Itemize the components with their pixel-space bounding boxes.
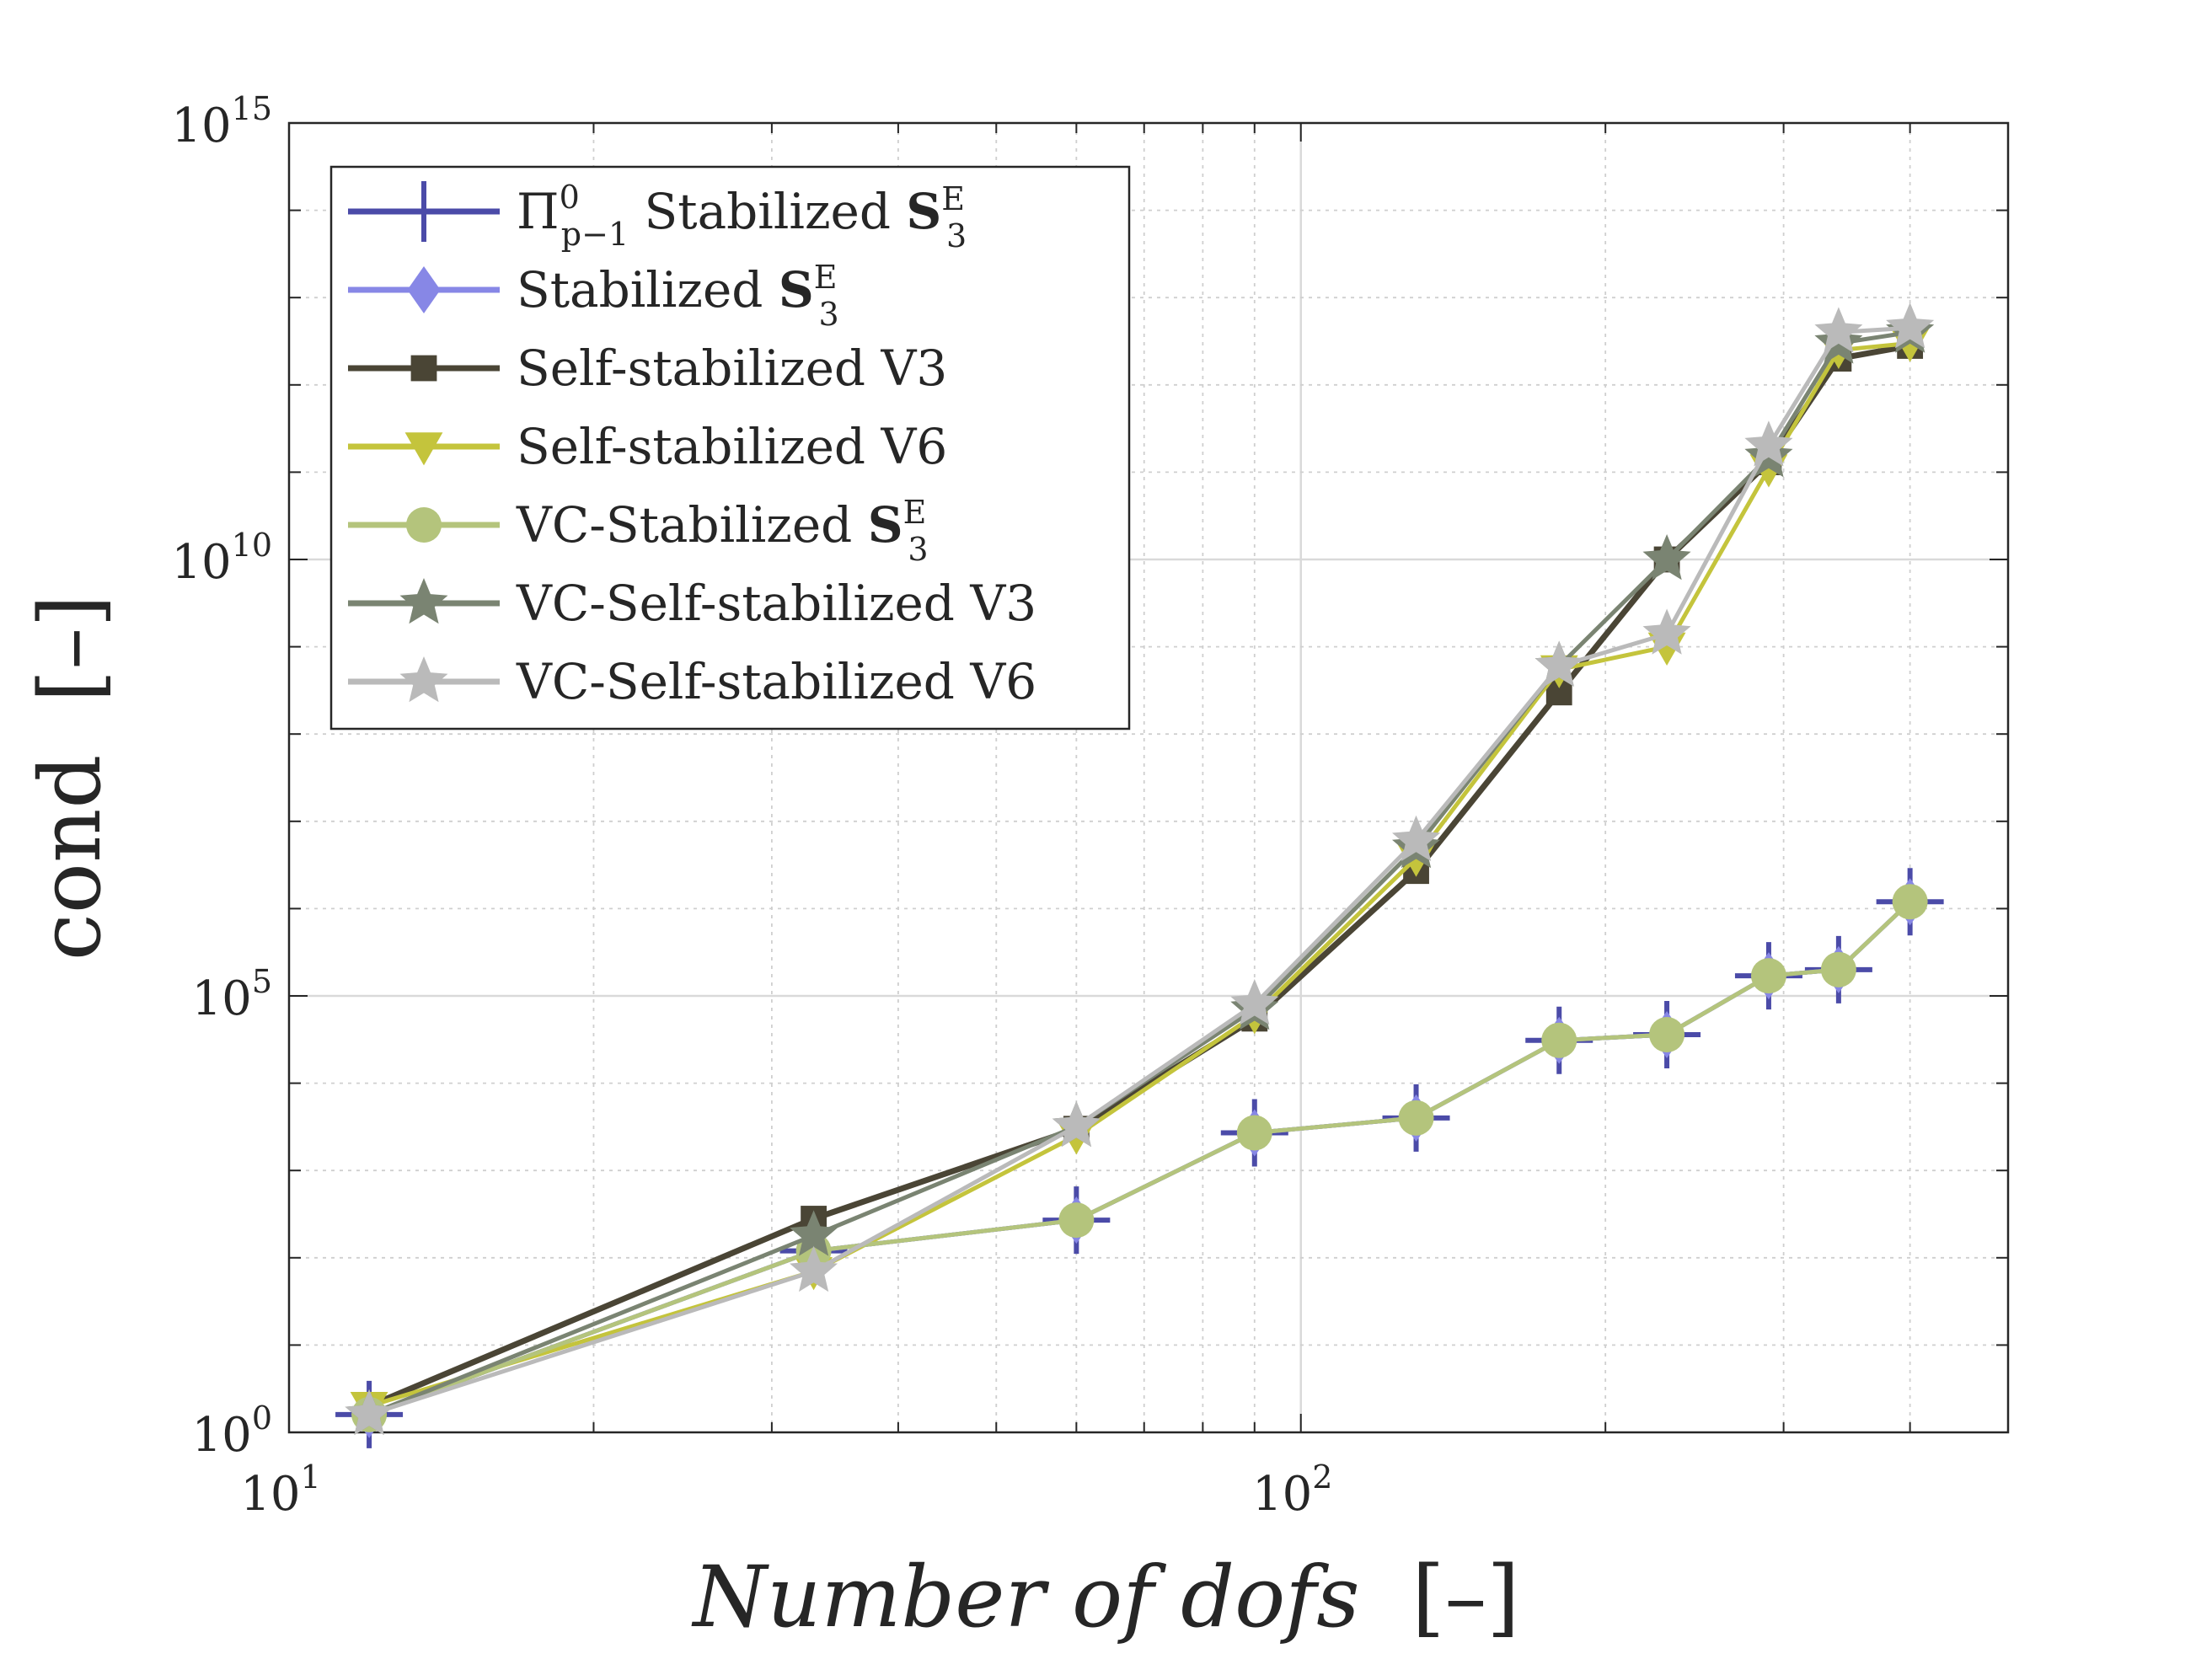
grid [289,123,2008,1432]
legend-bold-subscript: 3 [818,296,838,333]
legend-entry: VC-Self-stabilized V6 [348,653,1036,710]
x-tick-label: 101 [240,1458,320,1522]
legend-marker [404,432,443,466]
series-layer [335,302,1944,1448]
data-point [1814,307,1863,353]
legend-text-part: Stabilized [629,183,906,240]
series-line [368,900,1912,1417]
legend-marker [394,181,454,242]
legend-bold-superscript: E [903,494,927,531]
tick-labels: 101 102 100 105 1010 1015 [171,90,1332,1522]
series-line [368,340,1910,1409]
series-line [368,329,1911,1417]
legend-label: Self-stabilized V6 [517,418,947,475]
legend-entry: Self-stabilized V3 [348,340,947,397]
data-point [1398,1100,1434,1136]
ticks [288,122,2009,1433]
x-axis-label: Number of dofs [692,1548,1360,1646]
legend-text-part: Stabilized [517,261,779,318]
legend-marker [399,656,448,703]
legend-entry: VC-Stabilized SE 3 [348,494,929,568]
data-point [1820,951,1856,987]
legend-bold-subscript: 3 [946,217,967,254]
legend-text-part: VC-Self-stabilized V6 [516,653,1036,710]
data-point [790,1245,838,1292]
legend-label: Stabilized SE 3 [517,259,839,333]
data-point [1750,958,1786,994]
legend-entry: Self-stabilized V6 [348,418,947,475]
legend-text-part: Self-stabilized V3 [517,340,947,397]
legend-label: Π0 p−1 Stabilized SE 3 [517,179,967,254]
legend-text-part: VC-Self-stabilized V3 [516,575,1036,632]
legend-bold-symbol: S [868,496,903,554]
data-point [1058,1202,1095,1239]
legend-label: Self-stabilized V3 [517,340,947,397]
x-axis-title: Number of dofs [–] [692,1548,1520,1646]
x-axis-unit: [–] [1411,1548,1519,1646]
data-point [790,1210,838,1256]
data-point [1534,640,1583,687]
legend-bold-subscript: 3 [908,531,928,568]
data-point [1392,815,1441,862]
legend-label: VC-Stabilized SE 3 [516,494,929,568]
legend-symbol: Π [517,183,560,240]
legend-subscript: p−1 [561,216,629,253]
legend-entry: Π0 p−1 Stabilized SE 3 [348,179,967,254]
data-point [1892,884,1928,920]
y-axis-title: cond [–] [21,595,120,961]
legend-bold-superscript: E [941,180,965,217]
y-axis-label: cond [21,755,120,961]
y-tick-label: 100 [192,1399,272,1463]
y-tick-label: 1015 [171,90,272,153]
data-point [1744,420,1793,467]
legend-bold-symbol: S [779,261,814,318]
series-7 [345,302,1935,1436]
legend-label: VC-Self-stabilized V6 [516,653,1036,710]
legend-marker [399,578,448,624]
legend-superscript: 0 [560,179,580,216]
series-line [368,325,1910,1417]
data-point [1642,608,1691,655]
legend-bold-superscript: E [814,259,838,296]
data-point [1649,1016,1685,1052]
legend-marker [406,507,442,543]
legend-bold-symbol: S [906,183,941,240]
legend-text-part: Self-stabilized V6 [517,418,947,475]
data-point [1541,1022,1577,1058]
data-point [1052,1100,1101,1148]
data-point [1236,1115,1272,1151]
legend-text-part: VC-Stabilized [516,496,868,554]
legend-label: VC-Self-stabilized V3 [516,575,1036,632]
data-point [1886,302,1935,349]
x-tick-label: 102 [1252,1458,1332,1522]
y-axis-unit: [–] [21,595,120,703]
legend-marker [407,266,441,313]
data-point [345,1389,394,1436]
data-point [1230,979,1279,1025]
legend-marker [410,355,437,382]
plot-area [287,121,2010,1434]
data-point [1642,534,1691,581]
y-tick-label: 105 [192,963,272,1026]
y-tick-label: 1010 [171,527,272,590]
legend-entry: Stabilized SE 3 [348,259,839,333]
legend-entry: VC-Self-stabilized V3 [348,575,1036,632]
